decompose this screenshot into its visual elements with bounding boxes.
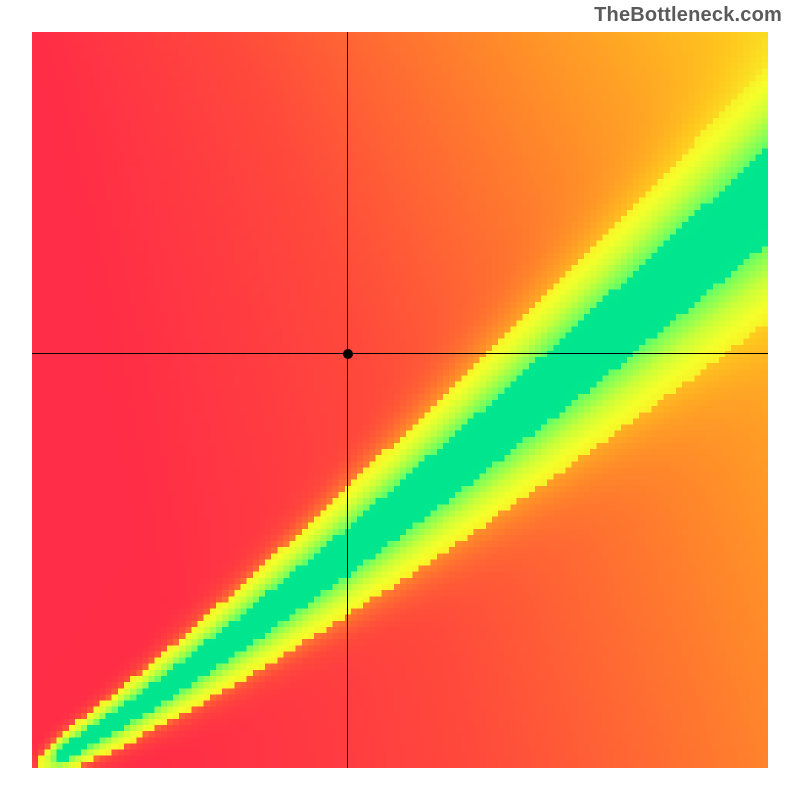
heatmap-canvas bbox=[32, 32, 768, 768]
crosshair-marker bbox=[343, 349, 353, 359]
attribution-text: TheBottleneck.com bbox=[594, 4, 782, 27]
crosshair-vertical bbox=[347, 32, 348, 768]
heatmap-plot bbox=[32, 32, 768, 768]
crosshair-horizontal bbox=[32, 353, 768, 354]
